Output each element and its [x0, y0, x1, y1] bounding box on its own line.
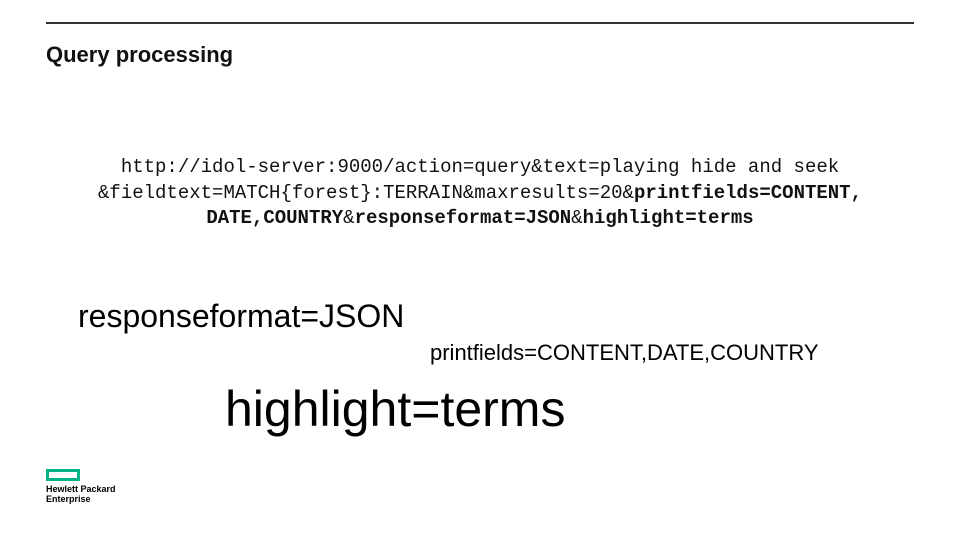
- query-line3-bold-c: highlight=terms: [583, 207, 754, 229]
- label-printfields: printfields=CONTENT,DATE,COUNTRY: [430, 340, 819, 366]
- query-line1-a: http://idol-server:9000/action=query: [121, 156, 531, 178]
- query-line1-b: text=playing hide and seek: [543, 156, 839, 178]
- label-highlight: highlight=terms: [225, 380, 565, 438]
- amp-icon: &: [463, 182, 474, 204]
- label-responseformat: responseformat=JSON: [78, 298, 404, 335]
- slide-title: Query processing: [46, 42, 233, 68]
- query-line3-bold-b: responseformat=JSON: [355, 207, 572, 229]
- top-rule: [46, 22, 914, 24]
- amp-icon: &: [623, 182, 634, 204]
- amp-icon: &: [98, 182, 109, 204]
- hpe-logo-text-line2: Enterprise: [46, 495, 116, 504]
- amp-icon: &: [571, 207, 582, 229]
- hpe-logo-box-icon: [46, 469, 80, 481]
- query-url-block: http://idol-server:9000/action=query&tex…: [46, 155, 914, 232]
- query-line2-bold-a: printfields=CONTENT,: [634, 182, 862, 204]
- amp-icon: &: [531, 156, 542, 178]
- amp-icon: &: [343, 207, 354, 229]
- query-line2-a: fieldtext=MATCH{forest}:TERRAIN: [109, 182, 462, 204]
- query-line3-bold-a: DATE,COUNTRY: [206, 207, 343, 229]
- query-line2-b: maxresults=20: [474, 182, 622, 204]
- slide: Query processing http://idol-server:9000…: [0, 0, 960, 540]
- hpe-logo: Hewlett Packard Enterprise: [46, 469, 116, 504]
